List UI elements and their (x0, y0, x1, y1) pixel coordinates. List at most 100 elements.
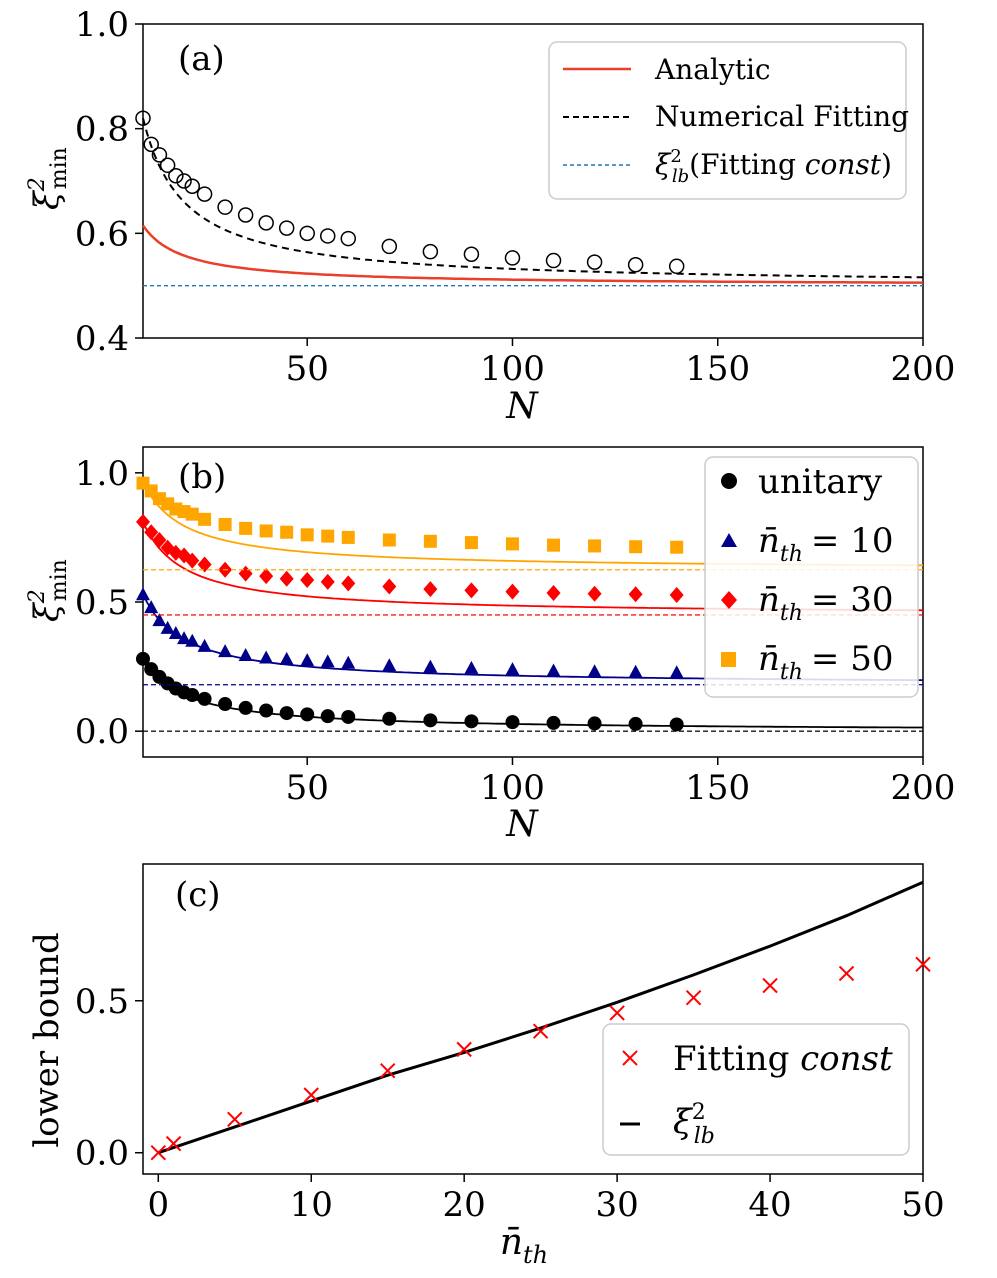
n10-point (218, 644, 233, 658)
numerical-point (258, 215, 274, 231)
legend-analytic: Analytic (654, 53, 771, 86)
fit-curve (142, 658, 923, 729)
panel-c: 0 10 20 30 40 50 0.0 0.5 (c) lower bound n̄th F… (27, 863, 945, 1269)
panel-c-frame (142, 863, 924, 1175)
legend-n50-marker (721, 652, 736, 667)
panel-a-frame (142, 23, 924, 339)
panel-b-xtick-label: 200 (891, 768, 956, 808)
n10-point (628, 664, 643, 678)
n10-point (464, 660, 479, 674)
numerical-point (278, 220, 295, 236)
panel-c-legend-box (602, 1023, 910, 1156)
legend-n10-marker (721, 533, 737, 547)
panel-a-xtick-label: 200 (891, 349, 956, 389)
n10-point (177, 631, 192, 645)
n50-point (198, 512, 212, 526)
n10-point (197, 638, 212, 652)
n30-point (144, 524, 159, 541)
numerical-point (299, 225, 315, 242)
n10-point (152, 613, 167, 627)
n30-point (628, 586, 643, 603)
panel-a-xtick-label: 150 (685, 349, 750, 389)
unitary-point (628, 716, 643, 731)
numerical-point (176, 173, 192, 189)
fitting-const-point (762, 977, 778, 994)
panel-c-ylabel: lower bound (27, 932, 67, 1147)
fitting-const-point (456, 1041, 472, 1058)
numerical-point (151, 147, 168, 163)
panel-c-xtick-label: 40 (748, 1185, 791, 1225)
panel-a-ytick-label: 0.4 (75, 319, 129, 359)
panel-b-label: (b) (178, 457, 226, 497)
fitting-const-point (838, 965, 855, 982)
fitting-const-point (165, 1135, 182, 1152)
numerical-point (319, 228, 336, 244)
unitary-point (197, 691, 212, 706)
unitary-point (341, 709, 356, 724)
panel-a-ytick-label: 0.8 (75, 110, 129, 150)
panel-c-xtick-label: 0 (147, 1185, 169, 1225)
xi-lb-curve (157, 880, 924, 1155)
panel-b-xlabel: N (505, 804, 539, 845)
legend-numerical: Numerical Fitting (655, 100, 909, 133)
n30-point (464, 582, 479, 599)
panel-a-legend: Analytic Numerical Fitting ξ2 lb(Fitting … (548, 41, 909, 200)
panel-b-ytick-label: 0.5 (75, 583, 129, 623)
n50-point (464, 536, 478, 550)
panel-c-xtick-label: 30 (595, 1185, 638, 1225)
unitary-point (505, 715, 520, 730)
panel-b-xtick-label: 150 (685, 768, 750, 808)
n10-point (136, 587, 150, 601)
legend-n50: n̄th = 50 (758, 639, 893, 685)
unitary-point (546, 715, 561, 730)
n10-point (587, 664, 602, 678)
n30-point (669, 587, 684, 604)
panel-c-xtick-label: 50 (901, 1185, 944, 1225)
panel-b-ytick-label: 0.0 (75, 712, 129, 752)
panel-a-legend-box (548, 41, 907, 200)
n10-point (546, 663, 561, 677)
numerical-fitting-curve (142, 117, 923, 279)
n10-point (382, 658, 397, 672)
numerical-point (168, 168, 184, 184)
panel-a-xlabel: N (505, 386, 539, 427)
n10-point (300, 653, 315, 667)
analytic-curve (142, 224, 924, 284)
numerical-point (340, 230, 357, 247)
numerical-point (422, 243, 439, 260)
n30-point (341, 575, 356, 592)
panel-a-xtick-label: 100 (480, 349, 545, 389)
n30-point (587, 585, 602, 602)
n30-point (136, 513, 150, 530)
fitting-const-point (685, 990, 702, 1006)
unitary-point (279, 706, 294, 721)
n50-point (239, 521, 253, 535)
fitting-const-point (227, 1111, 243, 1128)
panel-a-label: (a) (178, 39, 225, 79)
n30-point (382, 578, 397, 595)
n30-point (152, 532, 167, 548)
n30-point (320, 573, 335, 590)
n30-point (423, 581, 438, 598)
panel-c-xtick-label: 10 (290, 1185, 333, 1225)
n10-point (238, 647, 253, 661)
n10-point (423, 659, 438, 673)
panel-b-ytick-label: 1.0 (75, 454, 129, 494)
legend-unitary-marker (721, 473, 737, 489)
n30-point (197, 556, 212, 573)
panel-c-legend: Fitting const ξ2 lb (602, 1023, 910, 1156)
unitary-point (185, 688, 200, 702)
legend-fitting-const-marker (622, 1050, 638, 1066)
fitting-const-point (532, 1023, 549, 1039)
n10-point (160, 620, 175, 634)
n50-point (588, 539, 602, 553)
numerical-point (196, 186, 213, 202)
panel-c-label: (c) (175, 875, 221, 915)
numerical-point (504, 250, 521, 266)
n10-point (505, 662, 520, 676)
legend-n30-marker (721, 591, 737, 609)
fitting-const-point (379, 1062, 396, 1079)
n10-point (259, 650, 274, 664)
n30-point (185, 552, 200, 569)
n50-point (280, 525, 294, 539)
